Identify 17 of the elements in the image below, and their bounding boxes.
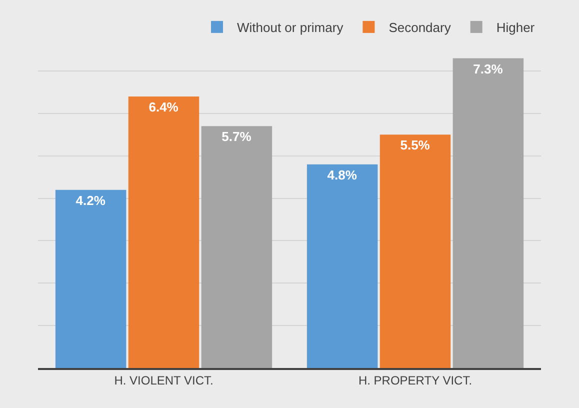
x-tick-label: H. VIOLENT VICT. [114,373,214,388]
legend-label: Secondary [388,20,452,36]
data-label: 7.3% [473,61,504,76]
bar [55,190,126,368]
data-label: 6.4% [148,99,179,114]
legend-label: Without or primary [237,20,344,36]
bar [201,126,272,368]
legend-label: Higher [496,20,536,36]
bar [380,134,451,368]
bar [306,164,378,368]
data-label: 4.2% [76,192,106,208]
data-label: 4.8% [327,167,358,182]
bar [128,96,200,368]
bar [452,58,524,368]
data-label: 5.5% [400,138,430,153]
data-label: 5.7% [222,129,252,144]
x-tick-label: H. PROPERTY VICT. [358,373,472,388]
